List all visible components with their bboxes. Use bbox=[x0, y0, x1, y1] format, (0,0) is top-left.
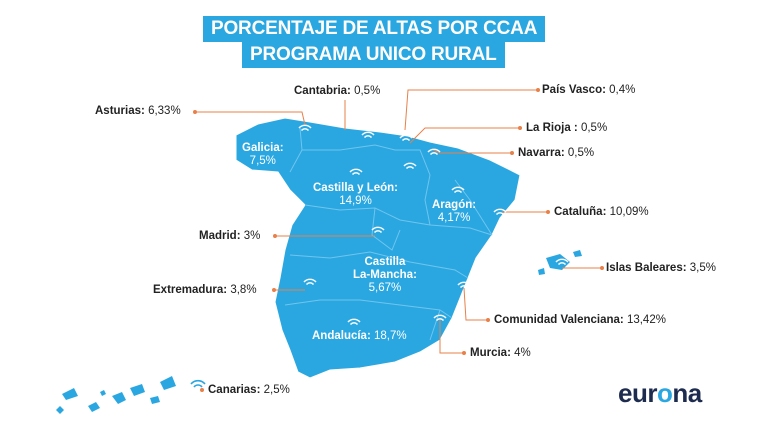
wifi-icon bbox=[427, 148, 441, 156]
label-asturias: Asturias: 6,33% bbox=[95, 105, 181, 117]
region-borders bbox=[284, 127, 493, 341]
label-cataluna: Cataluña: 10,09% bbox=[554, 206, 649, 218]
label-extremadura: Extremadura: 3,8% bbox=[153, 284, 257, 296]
label-cantabria: Cantabria: 0,5% bbox=[294, 85, 381, 97]
wifi-icon bbox=[349, 168, 363, 176]
wifi-icon bbox=[555, 258, 569, 266]
wifi-icon bbox=[433, 314, 447, 322]
wifi-icon bbox=[347, 318, 361, 326]
label-murcia: Murcia: 4% bbox=[470, 347, 531, 359]
canarias-wifi-icon bbox=[190, 379, 206, 388]
wifi-icon bbox=[371, 226, 385, 234]
label-galicia: Galicia: 7,5% bbox=[242, 142, 284, 167]
canarias-shape bbox=[56, 376, 176, 414]
connector-dots bbox=[193, 88, 604, 392]
label-navarra: Navarra: 0,5% bbox=[518, 147, 595, 159]
connector-lines bbox=[195, 89, 602, 354]
wifi-icon bbox=[451, 186, 465, 194]
label-comunidad-valenciana: Comunidad Valenciana: 13,42% bbox=[494, 314, 666, 326]
label-castilla-leon: Castilla y León: 14,9% bbox=[313, 182, 398, 207]
eurona-logo: eurona bbox=[618, 378, 702, 408]
label-aragon: Aragón: 4,17% bbox=[432, 199, 477, 224]
wifi-icon bbox=[361, 131, 375, 139]
title-line-2: PROGRAMA UNICO RURAL bbox=[242, 42, 505, 68]
wifi-icon bbox=[298, 124, 312, 132]
label-canarias: Canarias: 2,5% bbox=[208, 384, 290, 396]
label-la-rioja: La Rioja : 0,5% bbox=[526, 122, 608, 134]
wifi-icons bbox=[298, 124, 569, 326]
label-madrid: Madrid: 3% bbox=[199, 230, 261, 242]
wifi-icon bbox=[457, 281, 471, 289]
label-andalucia: Andalucía: 18,7% bbox=[312, 330, 407, 342]
label-castilla-la-mancha: Castilla La-Mancha: 5,67% bbox=[353, 256, 417, 294]
label-pais-vasco: País Vasco: 0,4% bbox=[542, 84, 636, 96]
title-line-1: PORCENTAJE DE ALTAS POR CCAA bbox=[203, 16, 546, 42]
wifi-icon bbox=[403, 162, 417, 170]
wifi-icon bbox=[303, 278, 317, 286]
wifi-icon bbox=[399, 134, 413, 142]
label-islas-baleares: Islas Baleares: 3,5% bbox=[606, 262, 716, 274]
wifi-icon bbox=[493, 208, 507, 216]
